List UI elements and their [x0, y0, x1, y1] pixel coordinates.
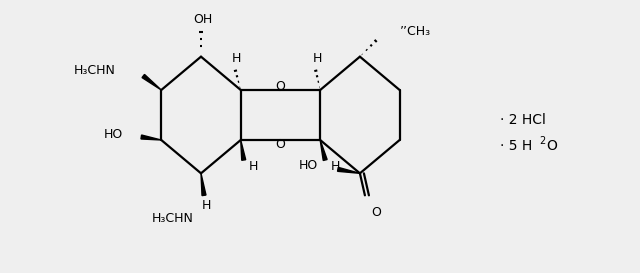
Text: H: H: [330, 159, 340, 173]
Text: HO: HO: [104, 129, 124, 141]
Text: O: O: [371, 206, 381, 219]
Polygon shape: [201, 173, 206, 195]
Text: ’’CH₃: ’’CH₃: [400, 25, 431, 38]
Text: O: O: [275, 79, 285, 93]
Text: · 2 HCl: · 2 HCl: [500, 113, 546, 127]
Text: H₃CHN: H₃CHN: [152, 212, 194, 225]
Polygon shape: [141, 135, 161, 140]
Text: H: H: [232, 52, 241, 66]
Polygon shape: [241, 140, 246, 160]
Polygon shape: [320, 140, 327, 161]
Polygon shape: [142, 75, 161, 90]
Text: 2: 2: [539, 136, 545, 146]
Text: H₃CHN: H₃CHN: [74, 64, 115, 76]
Text: H: H: [249, 159, 259, 173]
Text: HO: HO: [299, 159, 318, 172]
Text: H: H: [312, 52, 322, 66]
Text: H: H: [202, 199, 211, 212]
Text: O: O: [275, 138, 285, 150]
Text: OH: OH: [193, 13, 212, 26]
Text: O: O: [546, 139, 557, 153]
Polygon shape: [337, 167, 360, 173]
Text: · 5 H: · 5 H: [500, 139, 532, 153]
